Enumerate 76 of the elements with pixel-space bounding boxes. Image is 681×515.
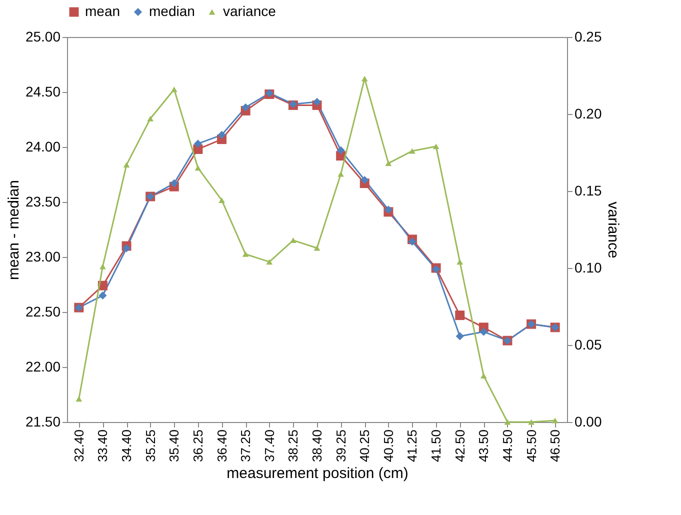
y2-axis-title: variance xyxy=(604,202,622,258)
x-tick-label: 35.40 xyxy=(166,430,182,462)
x-tick-label: 40.50 xyxy=(380,430,396,462)
point xyxy=(122,244,131,252)
y2-tick-label: 0.15 xyxy=(574,182,602,198)
point xyxy=(338,171,344,177)
x-tick-label: 41.25 xyxy=(404,430,420,462)
x-tick-label: 44.50 xyxy=(500,430,515,462)
y-tick-label: 22.50 xyxy=(25,304,61,320)
point xyxy=(314,245,320,251)
x-tick-label: 40.25 xyxy=(357,430,372,462)
x-tick-label: 45.50 xyxy=(524,430,539,462)
x-tick-label: 37.40 xyxy=(262,430,277,462)
x-tick-label: 42.50 xyxy=(452,430,468,462)
point xyxy=(384,206,392,214)
point xyxy=(312,98,322,106)
point xyxy=(170,179,178,188)
point xyxy=(242,251,249,257)
x-axis-title: measurement position (cm) xyxy=(226,465,408,482)
point xyxy=(455,310,465,320)
x-tick-label: 36.40 xyxy=(214,430,230,462)
y-tick-label: 24.00 xyxy=(25,138,61,154)
point xyxy=(385,160,392,166)
point xyxy=(456,259,464,265)
point xyxy=(98,291,107,300)
x-tick-label: 41.50 xyxy=(428,430,444,462)
x-tick-label: 35.25 xyxy=(142,430,158,462)
x-tick-label: 46.50 xyxy=(548,430,563,462)
point xyxy=(290,238,296,244)
x-tick-label: 39.25 xyxy=(333,430,348,462)
point xyxy=(480,328,488,336)
y2-tick-label: 0.20 xyxy=(574,106,602,122)
x-tick-label: 36.25 xyxy=(190,430,206,462)
y-tick-label: 22.00 xyxy=(25,358,61,374)
point xyxy=(528,419,534,425)
y2-tick-label: 0.00 xyxy=(574,414,602,430)
point xyxy=(242,103,250,112)
y-tick-label: 21.50 xyxy=(25,414,61,430)
point xyxy=(100,264,106,270)
point xyxy=(123,162,130,168)
point xyxy=(336,146,345,154)
legend-label: variance xyxy=(223,3,276,19)
legend-label: mean xyxy=(85,3,120,19)
point xyxy=(408,238,416,246)
legend-label: median xyxy=(149,3,195,19)
x-tick-label: 37.25 xyxy=(238,430,254,462)
y2-tick-label: 0.25 xyxy=(574,28,602,44)
y2-tick-label: 0.10 xyxy=(574,260,602,276)
y-tick-label: 25.00 xyxy=(25,28,61,44)
point xyxy=(194,165,202,171)
point xyxy=(552,418,558,424)
x-tick-label: 38.40 xyxy=(310,430,324,462)
x-tick-label: 34.40 xyxy=(119,430,134,462)
y2-tick-label: 0.05 xyxy=(574,336,602,352)
point xyxy=(194,140,202,148)
point xyxy=(432,144,440,150)
point xyxy=(361,76,368,82)
point xyxy=(480,373,487,379)
point xyxy=(266,259,273,265)
point xyxy=(360,176,369,184)
x-tick-label: 33.40 xyxy=(95,430,110,462)
y-tick-label: 23.00 xyxy=(25,248,61,264)
point xyxy=(218,130,226,139)
point xyxy=(409,148,416,154)
point xyxy=(218,198,225,203)
y-tick-label: 23.50 xyxy=(25,194,61,210)
x-tick-label: 32.40 xyxy=(71,430,86,462)
y-axis-title: mean - median xyxy=(5,180,22,280)
y-tick-label: 24.50 xyxy=(25,84,61,100)
x-tick-label: 38.25 xyxy=(286,430,301,462)
point xyxy=(76,396,82,402)
point xyxy=(147,116,154,122)
point xyxy=(170,86,178,92)
point xyxy=(504,419,511,425)
point xyxy=(456,332,464,340)
x-tick-label: 43.50 xyxy=(476,430,492,462)
